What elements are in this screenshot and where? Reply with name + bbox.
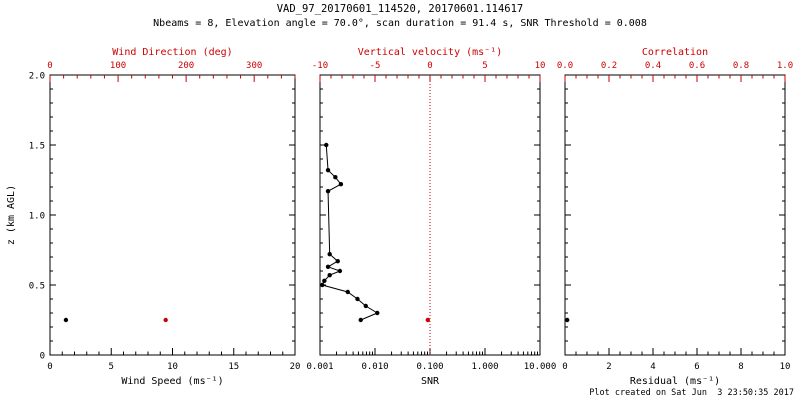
svg-text:10.000: 10.000 — [524, 362, 557, 372]
svg-text:5: 5 — [482, 61, 487, 71]
svg-text:0: 0 — [562, 362, 567, 372]
svg-text:z (km AGL): z (km AGL) — [6, 185, 17, 245]
snr-profile-point — [363, 303, 368, 309]
svg-text:0.100: 0.100 — [416, 362, 443, 372]
svg-text:200: 200 — [178, 61, 194, 71]
wind-direction-profile-point — [163, 317, 168, 323]
plot-subtitle: Nbeams = 8, Elevation angle = 70.0°, sca… — [153, 18, 647, 29]
svg-text:0.010: 0.010 — [361, 362, 388, 372]
panel-snr: 0.001 0.010 0.100 1.000 10.000 -10 -5 0 5 10 Verti… — [306, 47, 556, 387]
snr-profile-point — [355, 296, 360, 302]
snr-profile-point — [325, 189, 331, 194]
snr-profile-point — [320, 282, 325, 288]
snr-profile-point — [322, 278, 327, 283]
svg-text:6: 6 — [694, 362, 699, 372]
svg-text:0.2: 0.2 — [601, 61, 617, 71]
svg-text:Correlation: Correlation — [642, 47, 708, 58]
svg-text:10: 10 — [167, 362, 178, 372]
svg-text:1.0: 1.0 — [777, 61, 793, 71]
svg-text:20: 20 — [290, 362, 301, 372]
snr-profile-point — [335, 259, 340, 264]
snr-profile-point — [337, 268, 343, 274]
svg-text:Residual (ms⁻¹): Residual (ms⁻¹) — [630, 376, 720, 387]
svg-text:1.0: 1.0 — [29, 212, 45, 222]
plot-timestamp: Plot created on Sat Jun 3 23:50:35 2017 — [589, 388, 794, 398]
snr-profile-point — [325, 264, 331, 269]
vertical-velocity-profile-point — [425, 317, 430, 323]
svg-text:0.6: 0.6 — [689, 61, 705, 71]
svg-text:Wind Speed (ms⁻¹): Wind Speed (ms⁻¹) — [121, 376, 223, 387]
svg-text:SNR: SNR — [421, 376, 440, 387]
svg-text:5: 5 — [109, 362, 114, 372]
snr-profile-point — [333, 175, 338, 180]
svg-text:0.001: 0.001 — [306, 362, 333, 372]
svg-text:Vertical velocity (ms⁻¹): Vertical velocity (ms⁻¹) — [358, 47, 503, 58]
snr-profile-point — [338, 182, 344, 187]
snr-profile-point — [324, 142, 329, 148]
svg-text:0: 0 — [47, 61, 52, 71]
svg-text:1.5: 1.5 — [29, 142, 45, 152]
svg-text:0: 0 — [40, 352, 45, 362]
snr-profile-point — [325, 168, 331, 173]
panel-residual: 0 2 4 6 8 10 0.0 0.2 0.4 0.6 0.8 1.0 Correlation Resi… — [557, 47, 793, 387]
svg-text:0.0: 0.0 — [557, 61, 573, 71]
svg-text:1.000: 1.000 — [471, 362, 498, 372]
residual-profile-point — [565, 317, 570, 323]
svg-text:-10: -10 — [312, 61, 328, 71]
svg-text:4: 4 — [650, 362, 655, 372]
svg-text:-5: -5 — [370, 61, 381, 71]
svg-text:2.0: 2.0 — [29, 72, 45, 82]
svg-text:10: 10 — [780, 362, 791, 372]
snr-profile-point — [375, 310, 380, 316]
svg-text:0.5: 0.5 — [29, 282, 45, 292]
snr-profile-point — [327, 273, 332, 278]
svg-text:15: 15 — [228, 362, 239, 372]
svg-text:0.8: 0.8 — [733, 61, 749, 71]
svg-text:10: 10 — [535, 61, 546, 71]
svg-text:300: 300 — [246, 61, 262, 71]
svg-text:100: 100 — [110, 61, 126, 71]
svg-text:8: 8 — [738, 362, 743, 372]
wind-speed-profile-point — [63, 317, 69, 323]
svg-text:0: 0 — [427, 61, 432, 71]
svg-text:0.4: 0.4 — [645, 61, 661, 71]
plot-title: VAD_97_20170601_114520, 20170601.114617 — [276, 3, 524, 15]
snr-profile-point — [327, 252, 332, 257]
svg-text:Wind Direction (deg): Wind Direction (deg) — [112, 47, 232, 58]
svg-text:2: 2 — [606, 362, 611, 372]
snr-profile-point — [345, 289, 350, 295]
snr-profile-point — [358, 317, 363, 323]
svg-text:0: 0 — [47, 362, 52, 372]
